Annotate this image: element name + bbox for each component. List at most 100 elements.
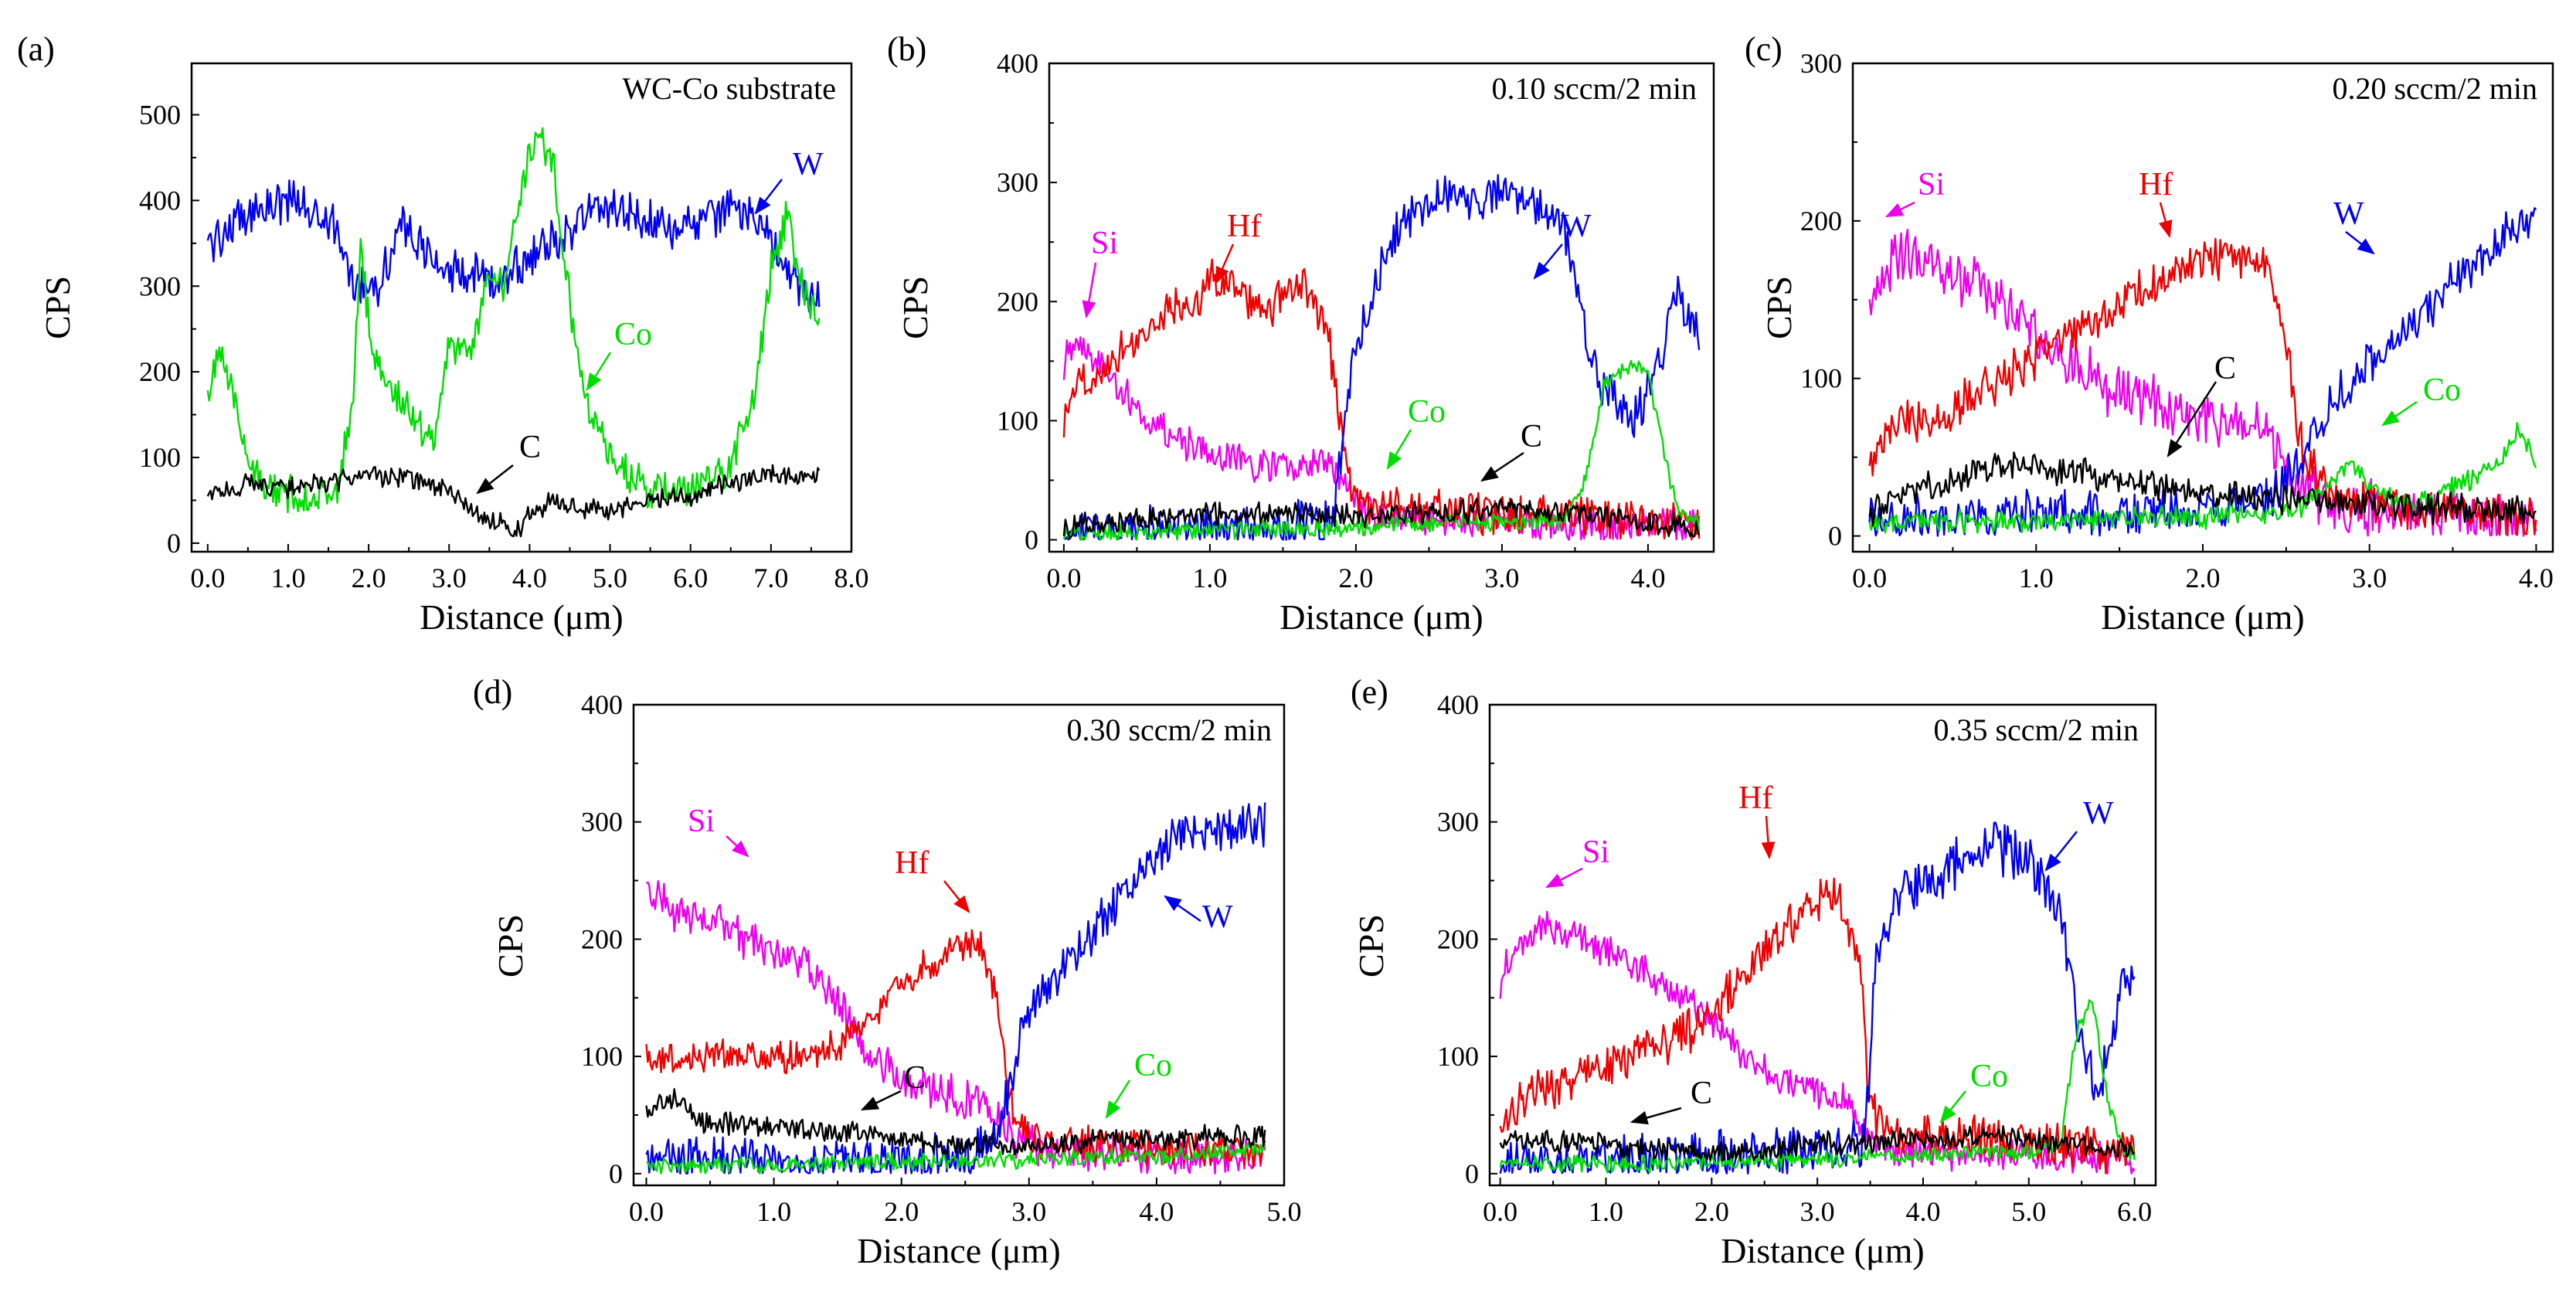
annotation-arrow: [476, 464, 514, 495]
annotation-label: Hf: [895, 845, 929, 881]
y-tick-label: 0: [609, 1158, 623, 1189]
series-line-c: [1868, 451, 2537, 527]
annotation-arrow: [1386, 429, 1412, 470]
series-group: [645, 802, 1266, 1175]
x-tick-label: 3.0: [432, 563, 467, 593]
y-tick-label: 500: [139, 100, 181, 131]
x-tick-label: 3.0: [1484, 563, 1519, 593]
annotation-w: W: [1533, 209, 1592, 280]
x-tick-label: 2.0: [2186, 563, 2221, 593]
chart-panel-e: (e) 0.0 1.0 2.0 3.0 4.0 5.0 6.0 0 100 200 300 400 0.3…: [1351, 673, 2157, 1270]
x-tick-label: 3.0: [1800, 1196, 1835, 1227]
annotation-label: Co: [1408, 394, 1446, 430]
annotation-label: Co: [614, 317, 652, 352]
annotation-label: W: [793, 147, 824, 182]
annotation-arrow: [2158, 202, 2173, 239]
series-line-w: [1063, 174, 1701, 541]
annotation-arrow: [754, 178, 783, 215]
x-tick-label: 3.0: [2352, 563, 2387, 593]
annotation-si: Si: [1884, 167, 1945, 218]
x-tick-label: 3.0: [1011, 1196, 1046, 1227]
series-line-co: [206, 127, 821, 514]
annotation-arrow: [1884, 201, 1915, 218]
x-tick-label: 1.0: [2019, 563, 2054, 593]
condition-label: 0.10 sccm/2 min: [1491, 71, 1697, 106]
annotation-hf: Hf: [1215, 209, 1261, 285]
annotation-label: Si: [1918, 167, 1945, 202]
annotation-arrow: [1533, 243, 1563, 280]
series-group: [1868, 207, 2537, 537]
y-axis-title: CPS: [491, 914, 530, 978]
x-tick-label: 6.0: [673, 563, 708, 593]
panel-label: (a): [17, 30, 55, 68]
y-tick-label: 400: [997, 48, 1038, 79]
y-tick-label: 100: [581, 1041, 623, 1072]
x-tick-label: 0.0: [1046, 563, 1081, 593]
plot-frame: [1851, 62, 2554, 553]
series-line-c: [645, 1088, 1266, 1156]
x-tick-label: 1.0: [270, 563, 305, 593]
annotation-si: Si: [688, 804, 749, 858]
annotation-arrow: [1630, 1107, 1682, 1125]
annotation-arrow: [1215, 243, 1235, 285]
series-line-c: [1499, 1125, 2136, 1162]
y-tick-label: 300: [1800, 48, 1842, 79]
x-tick-label: 7.0: [753, 563, 788, 593]
x-tick-label: 1.0: [756, 1196, 791, 1227]
x-tick-label: 0.0: [1483, 1196, 1517, 1227]
y-tick-label: 400: [581, 689, 623, 720]
annotation-label: C: [519, 430, 541, 465]
annotation-arrow: [943, 880, 970, 913]
y-tick-label: 0: [1025, 525, 1038, 556]
annotation-label: W: [2083, 796, 2114, 831]
y-tick-label: 0: [1465, 1158, 1479, 1189]
annotation-label: Si: [1582, 835, 1609, 870]
y-tick-label: 200: [1800, 206, 1842, 236]
annotation-c: C: [860, 1060, 926, 1111]
annotation-arrow: [1105, 1080, 1131, 1119]
y-tick-label: 300: [139, 270, 181, 301]
annotation-co: Co: [2381, 372, 2461, 427]
annotation-label: Hf: [1227, 209, 1261, 244]
x-tick-label: 5.0: [1267, 1196, 1302, 1227]
panel-label: (d): [473, 673, 512, 711]
series-group: [1062, 174, 1701, 541]
y-axis-title: CPS: [1351, 914, 1391, 978]
series-line-w: [645, 802, 1266, 1175]
annotation-c: C: [476, 430, 541, 495]
plot-frame: [632, 703, 1286, 1187]
x-tick-label: 4.0: [1905, 1196, 1940, 1227]
x-tick-label: 4.0: [2519, 563, 2554, 593]
annotation-arrow: [1939, 1090, 1966, 1124]
series-line-co: [646, 1141, 1266, 1175]
annotation-label: C: [2214, 351, 2236, 386]
annotation-arrow: [1082, 262, 1097, 319]
annotation-arrow: [586, 352, 612, 391]
x-tick-label: 1.0: [1192, 563, 1227, 593]
y-tick-label: 200: [997, 286, 1038, 317]
x-tick-label: 5.0: [2011, 1196, 2046, 1227]
annotation-arrow: [1545, 867, 1583, 889]
y-tick-label: 200: [139, 356, 181, 387]
annotation-co: Co: [1939, 1059, 2008, 1124]
series-line-hf: [1499, 877, 2136, 1175]
plot-frame: [190, 62, 853, 553]
annotation-label: C: [1691, 1076, 1712, 1111]
annotation-label: C: [1521, 419, 1542, 454]
annotation-arrow: [1480, 451, 1524, 482]
x-tick-label: 2.0: [1694, 1196, 1729, 1227]
annotation-label: Hf: [2139, 167, 2173, 202]
series-line-c: [1062, 498, 1701, 540]
annotation-co: Co: [1105, 1048, 1172, 1119]
x-axis-title: Distance (μm): [2101, 597, 2305, 637]
y-tick-label: 100: [997, 405, 1038, 436]
series-line-c: [206, 464, 821, 538]
y-tick-label: 400: [1437, 689, 1479, 720]
series-group: [1499, 821, 2136, 1175]
x-tick-label: 5.0: [593, 563, 627, 593]
series-line-co: [1062, 359, 1701, 541]
y-tick-label: 100: [139, 442, 181, 473]
annotation-arrow: [2166, 381, 2217, 457]
y-tick-label: 100: [1800, 363, 1842, 394]
